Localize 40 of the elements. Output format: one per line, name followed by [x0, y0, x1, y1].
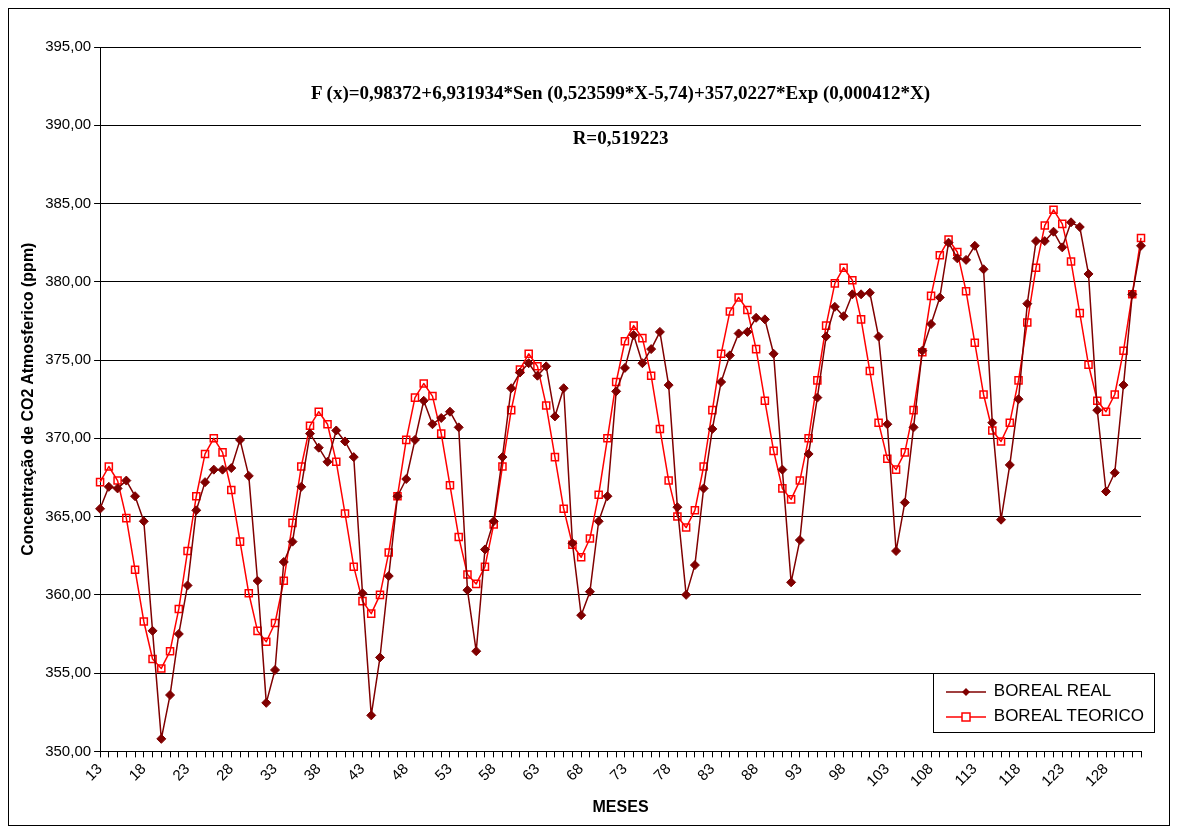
y-tick-label: 355,00	[45, 663, 92, 681]
x-tick-label: 88	[737, 759, 762, 784]
y-tick-label: 380,00	[45, 271, 92, 289]
x-tick-label: 28	[212, 759, 237, 784]
x-tick-label: 118	[994, 759, 1024, 789]
x-tick-label: 38	[299, 759, 324, 784]
x-tick-label: 48	[387, 759, 412, 784]
x-tick-label: 113	[950, 759, 980, 789]
x-tick-label: 83	[693, 759, 718, 784]
x-tick-label: 58	[474, 759, 499, 784]
y-tick-label: 385,00	[45, 193, 92, 211]
x-tick-label: 93	[781, 759, 805, 784]
x-tick-label: 78	[649, 759, 674, 784]
annotation: R=0,519223	[572, 127, 669, 148]
x-tick-label: 33	[256, 759, 281, 784]
y-tick-label: 370,00	[45, 428, 92, 446]
annotation: F (x)=0,98372+6,931934*Sen (0,523599*X-5,74)+357,0227*Exp (0,000412*X)	[310, 82, 931, 104]
legend-label: BOREAL TEORICO	[993, 706, 1144, 725]
x-tick-label: 53	[431, 759, 456, 784]
x-tick-label: 123	[1037, 759, 1068, 790]
x-tick-label: 128	[1081, 759, 1112, 790]
x-tick-label: 68	[562, 759, 587, 784]
x-tick-label: 98	[824, 759, 849, 784]
y-tick-label: 375,00	[45, 350, 92, 368]
y-tick-label: 395,00	[45, 37, 92, 55]
x-tick-label: 103	[862, 759, 893, 790]
y-tick-label: 390,00	[45, 115, 92, 133]
x-tick-label: 18	[125, 759, 149, 784]
x-axis-title: MESES	[592, 797, 649, 815]
y-tick-label: 350,00	[45, 741, 92, 759]
x-tick-label: 13	[81, 759, 106, 784]
x-tick-label: 23	[168, 759, 193, 784]
y-axis-title: Concentração de CO2 Atmosferico (ppm)	[19, 242, 37, 556]
x-tick-label: 73	[606, 759, 630, 784]
y-tick-label: 365,00	[45, 506, 92, 524]
y-tick-label: 360,00	[45, 584, 92, 602]
x-tick-label: 43	[343, 759, 368, 784]
x-tick-label: 63	[518, 759, 543, 784]
x-tick-label: 108	[906, 759, 937, 790]
legend-label: BOREAL REAL	[993, 681, 1112, 700]
